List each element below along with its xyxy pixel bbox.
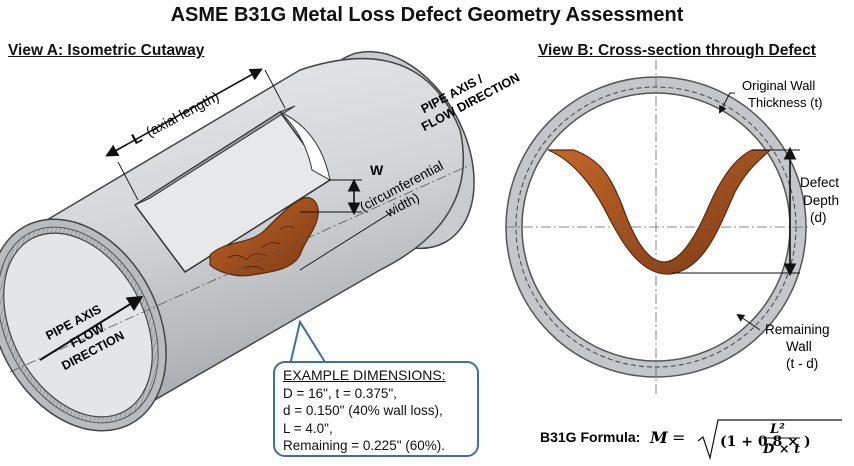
callout-pointer bbox=[288, 319, 327, 367]
remaining-wall-label-line1: Remaining bbox=[765, 322, 830, 337]
flow-arrow-left bbox=[39, 295, 144, 361]
example-line3: L = 4.0", bbox=[283, 420, 333, 436]
remaining-wall-label-line3: (t - d) bbox=[786, 356, 818, 371]
corrosion-defect bbox=[209, 196, 319, 277]
original-wall-leader bbox=[719, 92, 735, 114]
example-line4: Remaining = 0.225" (60%). bbox=[283, 438, 446, 453]
original-wall-label-line1: Original Wall bbox=[742, 78, 815, 93]
formula-close: ) bbox=[804, 434, 811, 450]
pipe-bore bbox=[3, 232, 153, 418]
formula-denominator: D × t bbox=[762, 442, 800, 457]
example-line2: d = 0.150" (40% wall loss), bbox=[283, 403, 443, 418]
formula-label: B31G Formula: bbox=[540, 429, 640, 445]
formula-equals: = bbox=[672, 428, 685, 447]
view-a-title: View A: Isometric Cutaway bbox=[8, 42, 205, 59]
page-title: ASME B31G Metal Loss Defect Geometry Ass… bbox=[170, 4, 684, 26]
defect-depth-label-line1: Defect bbox=[800, 175, 839, 190]
example-title: EXAMPLE DIMENSIONS: bbox=[283, 367, 446, 383]
example-dimensions-callout: EXAMPLE DIMENSIONS: D = 16", t = 0.375",… bbox=[273, 361, 479, 457]
example-line1: D = 16", t = 0.375", bbox=[283, 385, 397, 401]
formula-term1: (1 + 0.8 × bbox=[720, 434, 799, 450]
defect-depth-label-line3: (d) bbox=[810, 210, 827, 225]
pipe-cross-section bbox=[505, 60, 810, 395]
formula-radical bbox=[697, 419, 842, 461]
remaining-wall-leader bbox=[736, 313, 761, 331]
pipe-isometric bbox=[0, 50, 475, 432]
formula-numerator: L² bbox=[769, 422, 785, 437]
formula-lhs: M bbox=[649, 428, 669, 447]
remaining-wall-label-line2: Wall bbox=[786, 339, 812, 354]
length-dimension-arrow bbox=[105, 68, 263, 157]
length-symbol: L bbox=[129, 129, 145, 148]
original-wall-label-line2: Thickness (t) bbox=[748, 95, 822, 110]
width-symbol: W bbox=[370, 162, 384, 178]
defect-depth-label-line2: Depth bbox=[803, 193, 839, 208]
view-b-title: View B: Cross-section through Defect bbox=[538, 42, 816, 59]
pipe-centerline bbox=[9, 164, 471, 373]
